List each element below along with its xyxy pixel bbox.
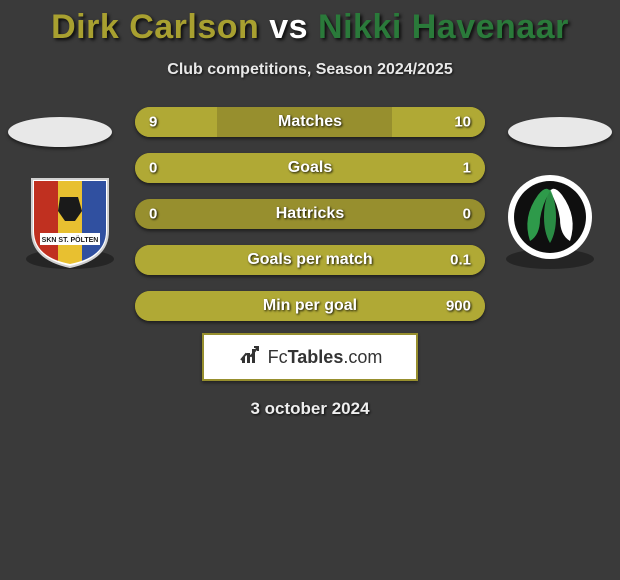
player1-name: Dirk Carlson: [51, 8, 259, 46]
stat-value-right: 0: [463, 206, 471, 223]
club-badge-left: SKN ST. PÖLTEN: [20, 171, 120, 271]
stat-label: Min per goal: [263, 297, 357, 315]
chart-line-icon: [238, 343, 262, 372]
spotlight-left: [8, 117, 112, 147]
stat-row: 0 1 Goals: [135, 153, 485, 183]
subtitle: Club competitions, Season 2024/2025: [0, 61, 620, 79]
stat-fill-left: [135, 107, 217, 137]
stat-row: 0.1 Goals per match: [135, 245, 485, 275]
player2-name: Nikki Havenaar: [318, 8, 569, 46]
brand-text: FcTables.com: [268, 347, 383, 368]
stat-value-right: 10: [454, 114, 471, 131]
stat-label: Hattricks: [276, 205, 344, 223]
stat-label: Goals per match: [247, 251, 372, 269]
stat-value-right: 1: [463, 160, 471, 177]
comparison-title: Dirk Carlson vs Nikki Havenaar: [0, 0, 620, 47]
stat-row: 9 10 Matches: [135, 107, 485, 137]
stat-value-left: 0: [149, 160, 157, 177]
club-badge-right: [500, 171, 600, 271]
stat-label: Goals: [288, 159, 332, 177]
svg-text:SKN ST. PÖLTEN: SKN ST. PÖLTEN: [42, 235, 99, 244]
stat-value-right: 900: [446, 298, 471, 315]
spotlight-right: [508, 117, 612, 147]
comparison-stage: SKN ST. PÖLTEN 9 10 Matches 0 1 Goals 0 0 Hattri…: [0, 107, 620, 327]
date-stamp: 3 october 2024: [0, 399, 620, 419]
vs-text: vs: [269, 8, 308, 46]
stat-value-right: 0.1: [450, 252, 471, 269]
brand-bold: Tables: [288, 347, 344, 367]
stat-row: 900 Min per goal: [135, 291, 485, 321]
brand-prefix: Fc: [268, 347, 288, 367]
stat-label: Matches: [278, 113, 342, 131]
stat-value-left: 0: [149, 206, 157, 223]
stat-rows: 9 10 Matches 0 1 Goals 0 0 Hattricks 0.1 Goals per…: [135, 107, 485, 337]
brand-box: FcTables.com: [202, 333, 418, 381]
stat-value-left: 9: [149, 114, 157, 131]
stat-row: 0 0 Hattricks: [135, 199, 485, 229]
brand-suffix: .com: [343, 347, 382, 367]
